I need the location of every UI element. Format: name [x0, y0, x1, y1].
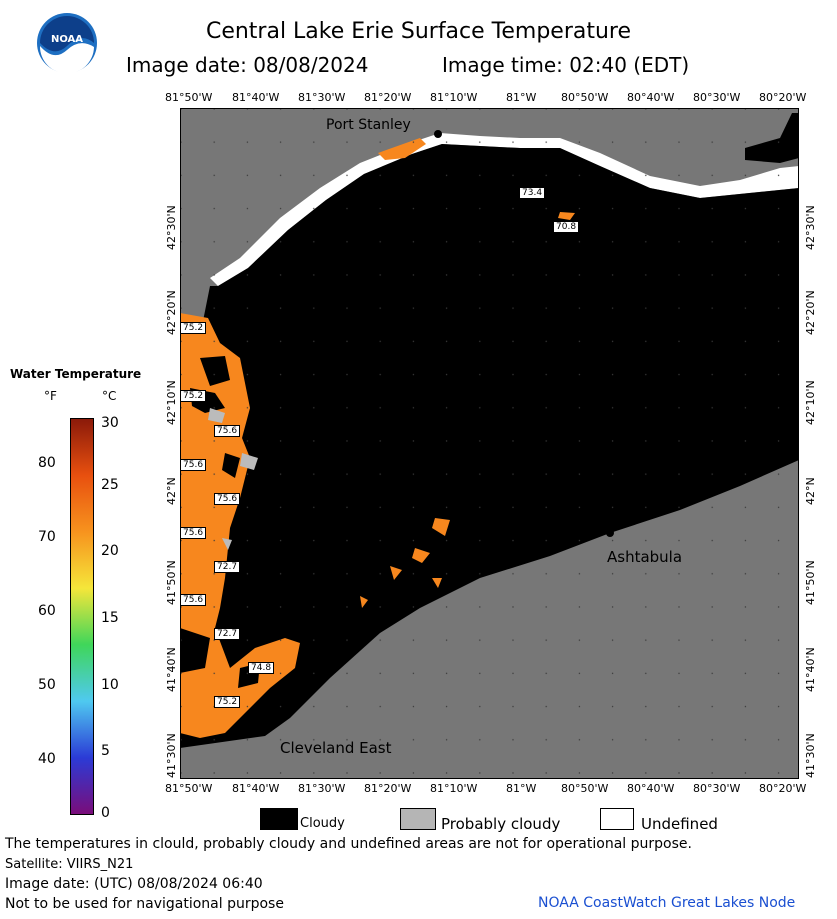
place-cleveland-east: Cleveland East — [280, 739, 392, 757]
legend-c-tick: 15 — [101, 610, 119, 626]
right-tick: 41°40'N — [804, 647, 817, 692]
bottom-tick: 81°40'W — [232, 782, 280, 795]
image-date: Image date: 08/08/2024 — [126, 53, 369, 77]
undefined-swatch — [600, 808, 634, 830]
legend-f-tick: 60 — [38, 603, 56, 619]
temp-label: 75.2 — [180, 322, 207, 334]
legend-c-tick: 10 — [101, 677, 119, 693]
bottom-tick: 81°W — [506, 782, 537, 795]
port-stanley-dot — [434, 130, 442, 138]
top-tick: 81°30'W — [298, 91, 346, 104]
legend-f-tick: 50 — [38, 677, 56, 693]
legend-f-tick: 80 — [38, 455, 56, 471]
left-tick: 41°50'N — [165, 560, 178, 605]
image-time: Image time: 02:40 (EDT) — [442, 53, 690, 77]
right-tick: 42°N — [804, 477, 817, 505]
left-tick: 41°30'N — [165, 733, 178, 778]
bottom-tick: 80°30'W — [693, 782, 741, 795]
map-area — [180, 108, 799, 779]
left-tick: 41°40'N — [165, 647, 178, 692]
cleveland-east-dot — [266, 722, 274, 730]
page-title: Central Lake Erie Surface Temperature — [205, 19, 632, 44]
top-tick: 81°10'W — [430, 91, 478, 104]
temp-label: 75.6 — [180, 459, 207, 471]
grid-overlay — [180, 108, 799, 779]
temp-label: 74.8 — [248, 662, 275, 674]
credit: NOAA CoastWatch Great Lakes Node — [538, 895, 796, 911]
legend-f-tick: 70 — [38, 529, 56, 545]
bottom-tick: 81°50'W — [165, 782, 213, 795]
top-tick: 81°40'W — [232, 91, 280, 104]
legend-c-tick: 25 — [101, 477, 119, 493]
left-tick: 42°20'N — [165, 290, 178, 335]
top-tick: 81°50'W — [165, 91, 213, 104]
temp-label: 72.7 — [214, 561, 241, 573]
legend-unit-c: °C — [102, 389, 117, 403]
legend-c-tick: 20 — [101, 543, 119, 559]
temp-label: 70.8 — [553, 221, 580, 233]
legend-c-tick: 0 — [101, 805, 110, 821]
probably-cloudy-swatch — [400, 808, 436, 830]
place-ashtabula: Ashtabula — [607, 548, 683, 566]
ashtabula-dot — [606, 529, 614, 537]
bottom-tick: 81°30'W — [298, 782, 346, 795]
left-tick: 42°30'N — [165, 205, 178, 250]
temp-label: 75.2 — [214, 696, 241, 708]
temp-label: 75.6 — [180, 594, 207, 606]
right-tick: 41°30'N — [804, 733, 817, 778]
place-port-stanley: Port Stanley — [326, 117, 411, 133]
temp-label: 75.6 — [214, 493, 241, 505]
logo-text: NOAA — [51, 34, 83, 45]
bottom-tick: 81°10'W — [430, 782, 478, 795]
temp-label: 75.6 — [180, 527, 207, 539]
temp-label: 75.6 — [214, 425, 241, 437]
temp-label: 72.7 — [214, 628, 241, 640]
map-border — [180, 108, 799, 779]
left-tick: 42°N — [165, 477, 178, 505]
disclaimer: The temperatures in clould, probably clo… — [5, 836, 692, 852]
temp-label: 75.2 — [180, 390, 207, 402]
legend-c-tick: 5 — [101, 743, 110, 759]
top-tick: 80°50'W — [561, 91, 609, 104]
legend-c-tick: 30 — [101, 415, 119, 431]
cloudy-swatch — [260, 808, 298, 830]
bottom-tick: 80°20'W — [759, 782, 807, 795]
undefined-label: Undefined — [641, 815, 718, 833]
right-tick: 41°50'N — [804, 560, 817, 605]
legend-f-tick: 40 — [38, 751, 56, 767]
cloudy-label: Cloudy — [300, 816, 345, 831]
right-tick: 42°10'N — [804, 380, 817, 425]
right-tick: 42°20'N — [804, 290, 817, 335]
legend-unit-f: °F — [44, 389, 57, 403]
bottom-tick: 80°40'W — [627, 782, 675, 795]
nav-warning: Not to be used for navigational purpose — [5, 896, 284, 912]
top-tick: 80°40'W — [627, 91, 675, 104]
bottom-tick: 81°20'W — [364, 782, 412, 795]
bottom-tick: 80°50'W — [561, 782, 609, 795]
legend-title: Water Temperature — [10, 367, 142, 381]
utc-date: Image date: (UTC) 08/08/2024 06:40 — [5, 876, 263, 892]
top-tick: 80°20'W — [759, 91, 807, 104]
top-tick: 81°20'W — [364, 91, 412, 104]
left-tick: 42°10'N — [165, 380, 178, 425]
top-tick: 80°30'W — [693, 91, 741, 104]
satellite: Satellite: VIIRS_N21 — [5, 857, 134, 872]
probably-cloudy-label: Probably cloudy — [441, 815, 561, 833]
noaa-logo: NOAA — [36, 12, 98, 74]
temp-label: 73.4 — [519, 187, 546, 199]
right-tick: 42°30'N — [804, 205, 817, 250]
color-bar — [70, 418, 94, 815]
map-svg — [180, 108, 799, 779]
top-tick: 81°W — [506, 91, 537, 104]
